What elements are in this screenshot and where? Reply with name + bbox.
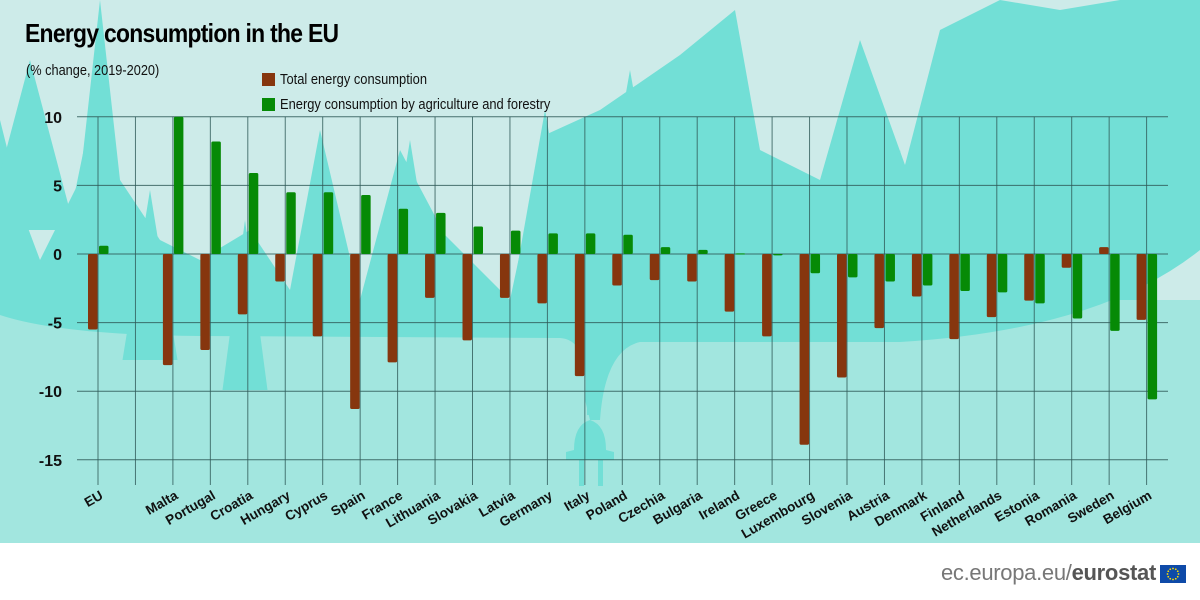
bar-agriculture-cyprus [323, 192, 334, 254]
bar-total-greece [762, 254, 772, 337]
forest-illustration [0, 0, 1200, 543]
bar-agriculture-bulgaria [698, 249, 708, 254]
legend-swatch-total [262, 73, 275, 86]
tree-0 [0, 60, 75, 230]
tree-7 [710, 95, 780, 265]
bar-total-finland [949, 254, 959, 340]
y-tick-label: 5 [53, 178, 62, 195]
bar-total-germany [537, 254, 547, 304]
legend-item-agriculture: Energy consumption by agriculture and fo… [262, 92, 594, 117]
plug-cord [587, 395, 593, 415]
bar-total-romania [1061, 254, 1072, 268]
tree-8 [1080, 130, 1140, 300]
bar-agriculture-germany [548, 233, 558, 254]
bar-total-italy [574, 254, 585, 377]
bar-total-poland [612, 254, 622, 286]
bar-agriculture-hungary [286, 192, 296, 254]
bar-agriculture-croatia [248, 173, 259, 254]
chart-title: Energy consumption in the EU [25, 18, 339, 48]
bar-total-slovakia [462, 254, 472, 341]
legend-label-total: Total energy consumption [280, 71, 428, 88]
plug-body [566, 420, 614, 460]
bar-agriculture-austria [885, 254, 895, 282]
bar-agriculture-spain [361, 195, 371, 254]
bar-total-croatia [237, 254, 248, 315]
bar-agriculture-finland [960, 254, 970, 292]
bar-agriculture-romania [1072, 254, 1083, 319]
y-tick-label: -10 [39, 384, 62, 401]
bar-total-eu [88, 254, 98, 330]
bar-total-latvia [499, 254, 510, 298]
y-tick-label: -5 [48, 316, 62, 333]
legend-label-agriculture: Energy consumption by agriculture and fo… [280, 96, 551, 113]
bar-total-spain [350, 254, 360, 410]
bar-agriculture-netherlands [997, 254, 1008, 293]
bar-total-austria [874, 254, 884, 329]
bar-total-bulgaria [687, 254, 697, 282]
bars [88, 116, 1158, 445]
bar-agriculture-poland [623, 234, 633, 254]
bar-total-netherlands [986, 254, 997, 318]
bar-agriculture-malta [173, 116, 184, 254]
bar-agriculture-france [398, 208, 409, 254]
plug-pin-left [579, 460, 584, 486]
bar-agriculture-slovakia [473, 226, 483, 254]
bar-agriculture-belgium [1147, 254, 1158, 400]
bar-total-denmark [911, 254, 922, 297]
y-tick-label: 0 [53, 247, 62, 264]
source-brand: eurostat [1071, 560, 1157, 585]
tree-9 [1160, 80, 1200, 250]
bar-total-slovenia [837, 254, 847, 378]
bar-total-lithuania [425, 254, 435, 298]
bar-agriculture-sweden [1110, 254, 1120, 331]
bar-total-hungary [275, 254, 285, 282]
bar-total-france [387, 254, 398, 363]
bar-agriculture-luxembourg [810, 254, 821, 274]
legend-item-total: Total energy consumption [262, 67, 594, 92]
bar-agriculture-estonia [1035, 254, 1045, 304]
bar-agriculture-italy [585, 233, 596, 254]
bar-agriculture-denmark [922, 254, 933, 286]
plug-icon [566, 395, 614, 486]
bar-agriculture-czechia [660, 247, 671, 254]
bar-total-estonia [1024, 254, 1034, 301]
y-tick-labels: 10 5 0 -5 -10 -15 [39, 110, 62, 470]
eu-flag-icon [1160, 565, 1186, 583]
bar-agriculture-portugal [211, 141, 221, 254]
bar-total-sweden [1099, 247, 1109, 254]
bar-total-malta [162, 254, 173, 366]
chart-subtitle: (% change, 2019-2020) [26, 62, 160, 79]
plug-pin-right [598, 460, 603, 486]
bar-agriculture-greece [773, 254, 783, 256]
grid [77, 116, 1168, 485]
tree-1 [60, 95, 130, 265]
bar-total-luxembourg [799, 254, 810, 445]
bar-agriculture-latvia [510, 230, 521, 254]
bar-total-czechia [649, 254, 660, 281]
infographic-background: 10 5 0 -5 -10 -15 EU Malta Portugal Croatia Hunga… [0, 0, 1200, 543]
bar-total-cyprus [312, 254, 323, 337]
y-tick-label: -15 [39, 453, 62, 470]
bar-agriculture-lithuania [436, 212, 446, 254]
tree-5 [515, 110, 575, 280]
footer: ec.europa.eu/eurostat [0, 543, 1200, 600]
bar-agriculture-slovenia [848, 254, 858, 278]
bar-total-belgium [1136, 254, 1147, 320]
source-site: ec.europa.eu/ [940, 560, 1072, 585]
legend-swatch-agriculture [262, 98, 275, 111]
bar-agriculture-eu [99, 245, 109, 254]
tree-6 [600, 70, 660, 240]
bar-agriculture-ireland [735, 253, 746, 255]
tree-11 [970, 135, 1030, 305]
y-tick-label: 10 [44, 110, 62, 127]
bar-total-ireland [724, 254, 735, 312]
legend: Total energy consumption Energy consumpt… [262, 67, 594, 117]
source-link[interactable]: ec.europa.eu/eurostat [941, 560, 1156, 586]
bar-total-portugal [200, 254, 210, 351]
